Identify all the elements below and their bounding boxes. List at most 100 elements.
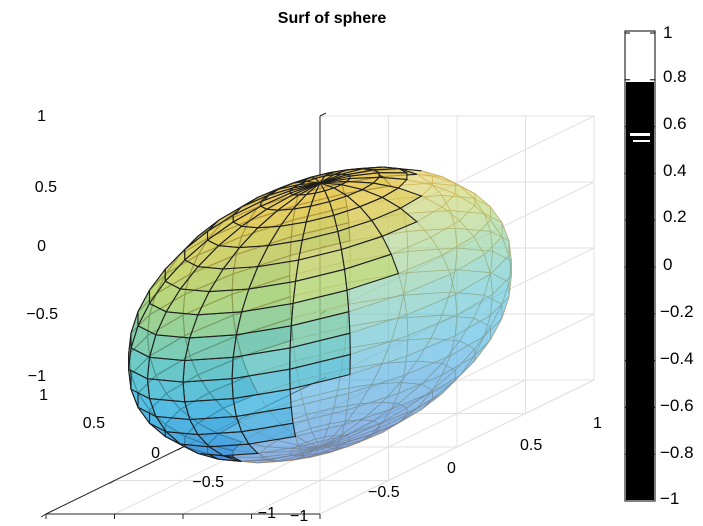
sphere-back-face: [291, 393, 349, 424]
sphere-back-face: [490, 231, 512, 261]
sphere-back-face: [416, 375, 460, 409]
sphere-back-face: [347, 375, 404, 410]
sphere-back-face: [382, 221, 431, 255]
sphere-back-face: [290, 447, 320, 456]
sphere-back-face: [257, 446, 303, 460]
right-axis-tick-label: −0.5: [368, 484, 400, 501]
colorbar-tick-label: −0.6: [660, 396, 694, 415]
sphere-back-face: [459, 339, 491, 376]
sphere-back-face: [442, 195, 485, 214]
sphere-back-face: [293, 410, 347, 437]
sphere-back-face: [260, 446, 293, 453]
sphere-back-face: [442, 193, 475, 221]
sphere-back-face: [442, 292, 485, 319]
sphere-back-face: [329, 442, 360, 453]
sphere-face: [182, 356, 234, 383]
sphere-back-face: [416, 174, 460, 186]
sphere-back-face: [341, 434, 374, 446]
sphere-back-face: [391, 374, 443, 410]
left-axis-tick-mark: [177, 446, 184, 451]
sphere-back-face: [403, 269, 456, 296]
sphere-back-face: [277, 434, 307, 446]
sphere-back-face: [333, 384, 372, 408]
sphere-back-face: [455, 248, 493, 273]
sphere-back-face: [473, 295, 502, 327]
sphere-back-face: [239, 459, 281, 463]
sphere-back-face: [450, 210, 491, 232]
sphere-back-face: [266, 440, 299, 449]
colorbar-tick-label: −1: [660, 489, 679, 508]
sphere-back-face: [277, 455, 307, 462]
sphere-back-face: [347, 432, 383, 447]
colorbar-tick-label: 1: [663, 23, 672, 42]
z-tick-label: −0.5: [26, 306, 58, 323]
sphere-back-face: [290, 374, 350, 408]
sphere-back-face: [459, 205, 491, 237]
sphere-back-face: [430, 315, 474, 341]
colorbar-tick-label: 0: [663, 255, 672, 274]
colorbar-notch: [633, 140, 650, 142]
sphere-back-face: [455, 273, 493, 315]
sphere-back-face: [347, 420, 380, 437]
sphere-back-face: [400, 168, 443, 177]
sphere-back-face: [292, 453, 316, 461]
sphere-back-face: [348, 293, 407, 334]
colorbar-notch: [630, 133, 650, 136]
sphere-back-face: [320, 435, 334, 447]
sphere-back-face: [406, 172, 433, 186]
sphere-back-face: [371, 408, 417, 434]
sphere-back-face: [344, 318, 399, 349]
sphere-back-face: [373, 403, 407, 424]
sphere-back-face: [490, 251, 512, 283]
sphere-back-face: [293, 445, 320, 449]
sphere-back-face: [349, 423, 380, 440]
sphere-back-face: [306, 450, 334, 458]
sphere-back-face: [459, 318, 491, 349]
sphere-back-face: [473, 198, 502, 223]
sphere-back-face: [403, 335, 456, 376]
left-axis-tick-label: 0.5: [83, 415, 105, 432]
sphere-back-face: [320, 447, 334, 452]
sphere-back-face: [241, 460, 278, 463]
sphere-back-face: [293, 447, 320, 456]
sphere-back-face: [348, 356, 407, 394]
sphere-back-face: [333, 440, 363, 449]
sphere-back-face: [442, 360, 475, 394]
colorbar-tick-marks: [625, 32, 655, 502]
sphere-back-face: [421, 363, 456, 390]
sphere-back-face: [329, 403, 360, 424]
left-axis-tick-mark: [109, 480, 115, 484]
sphere-back-face: [406, 228, 457, 252]
sphere-back-face: [484, 272, 509, 305]
sphere-back-face: [398, 179, 433, 196]
sphere-face: [148, 334, 191, 362]
left-axis-tick-label: 0: [151, 445, 160, 462]
colorbar: 1 0.8 0.6 0.4 0.2 0 −0.2 −0.4 −0.6 −0.8 …: [624, 23, 694, 508]
z-tick-label: 1: [37, 108, 46, 125]
sphere-back-face: [490, 275, 512, 316]
sphere-back-face: [450, 315, 491, 356]
sphere-back-face: [344, 393, 399, 425]
sphere-back-face: [341, 409, 392, 437]
sphere-back-face: [310, 423, 330, 440]
left-axis-tick-mark: [40, 513, 47, 518]
sphere-back-face: [347, 273, 404, 312]
sphere-back-face: [490, 255, 512, 295]
sphere-back-face: [509, 240, 512, 276]
sphere-back-face: [315, 436, 325, 447]
sphere-back-face: [490, 304, 502, 340]
sphere-back-face: [260, 451, 291, 458]
sphere-back-face: [502, 282, 509, 319]
sphere-back-face: [290, 447, 320, 452]
sphere-back-face: [362, 423, 399, 441]
sphere-back-face: [347, 402, 383, 421]
sphere-back-face: [382, 409, 422, 433]
sphere-back-face: [320, 434, 342, 447]
sphere-back-face: [455, 294, 493, 336]
sphere-back-face: [306, 408, 334, 429]
sphere-back-face: [474, 326, 491, 361]
colorbar-tick-label: 0.6: [663, 114, 687, 133]
sphere-back-face: [337, 423, 383, 445]
sphere-back-face: [290, 447, 320, 454]
left-axis-tick-label: 1: [39, 387, 48, 404]
